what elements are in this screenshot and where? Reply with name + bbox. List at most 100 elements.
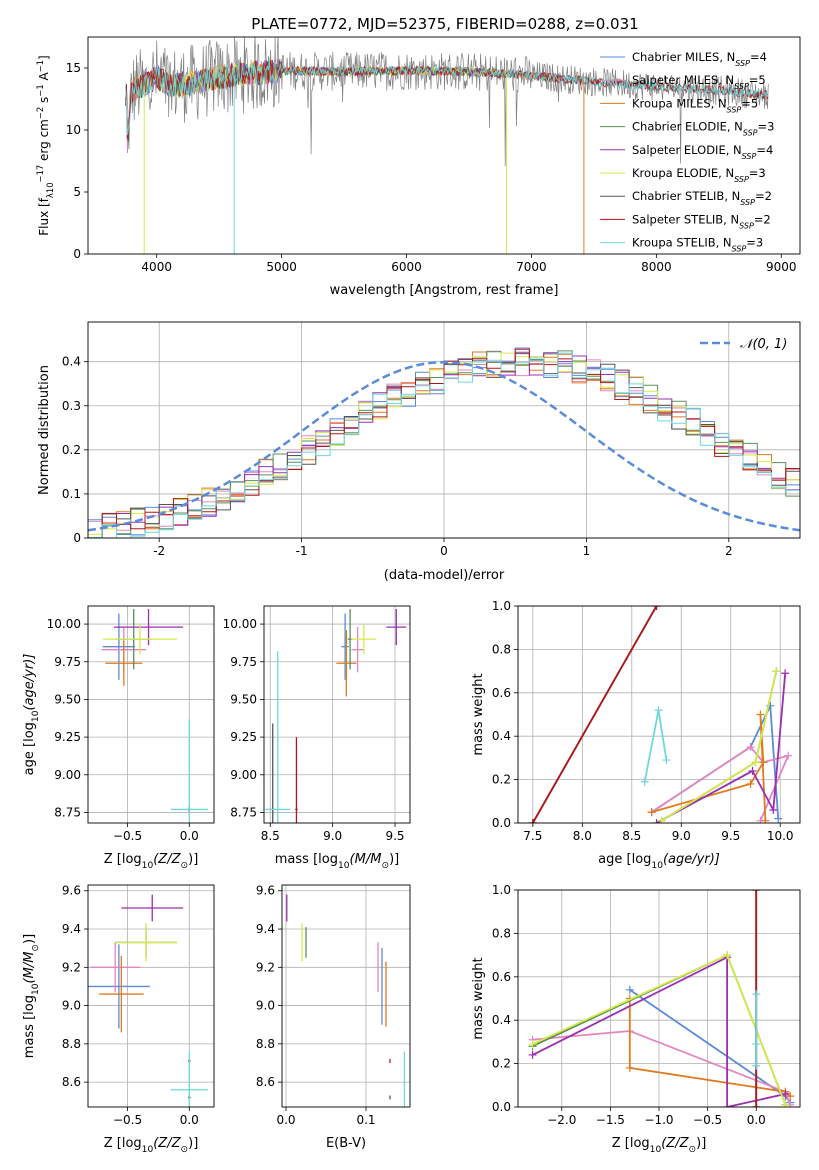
x-tick-label: 9.0 <box>323 829 342 843</box>
weight-line-kroupa-stelib <box>643 710 668 782</box>
weight-marker-kroupa-stelib <box>640 777 649 786</box>
x-tick-label: 0.1 <box>356 1113 375 1127</box>
weight-marker-salpeter-elodie <box>652 819 661 823</box>
y-tick-label: 9.4 <box>62 922 81 936</box>
x-tick-label: 0.0 <box>180 829 199 843</box>
y-tick-label: 0.0 <box>492 1100 511 1114</box>
y-tick-label: 9.00 <box>54 768 81 782</box>
weight-marker-kroupa-miles <box>786 1092 795 1101</box>
weight-marker-kroupa-stelib <box>752 1061 761 1070</box>
spectrum-model-kroupa-stelib <box>125 59 769 135</box>
x-tick-label: −2.0 <box>547 1113 576 1127</box>
weight-marker-chabrier-miles <box>774 814 783 823</box>
y-tick-label: 8.6 <box>62 1075 81 1089</box>
age-vs-Z-xlabel: Z [log10(Z/Z⊙)] <box>104 852 199 871</box>
spectrum-xlabel: wavelength [Angstrom, rest frame] <box>330 283 559 298</box>
axes-mass-weight-vs-age: 7.5 8.0 8.5 9.0 9.5 10.0 0.0 0.2 0.4 0.6 0.8 1.0 <box>492 599 800 843</box>
weight-marker-salpeter-stelib <box>752 1103 761 1107</box>
y-tick-label: 0.2 <box>492 1057 511 1071</box>
x-tick-label: −0.5 <box>693 1113 722 1127</box>
x-tick-label: -2 <box>153 544 165 558</box>
y-tick-label: 9.0 <box>62 999 81 1013</box>
y-tick-label: 9.75 <box>230 655 257 669</box>
weight-line-salpeter-miles <box>532 1030 792 1106</box>
y-tick-label: 0.8 <box>492 926 511 940</box>
plot-frame <box>87 36 801 255</box>
weight-marker-kroupa-miles <box>761 816 770 823</box>
x-tick-label: 7.5 <box>523 829 542 843</box>
legend-label-chabrier-stelib: Chabrier STELIB, NSSP=2 <box>632 189 772 207</box>
weight-marker-kroupa-stelib <box>654 706 663 715</box>
y-tick-label: 9.00 <box>230 768 257 782</box>
weight-marker-chabrier-miles <box>625 985 634 994</box>
histogram-salpeter-stelib <box>88 348 800 538</box>
weight-marker-kroupa-elodie <box>751 758 760 767</box>
mass-vs-Z-xlabel: Z [log10(Z/Z⊙)] <box>104 1136 199 1155</box>
weight-line-kroupa-elodie <box>661 670 778 822</box>
residuals-xlabel: (data-model)/error <box>384 568 505 583</box>
y-tick-label: 1.0 <box>492 599 511 613</box>
y-tick-label: 9.4 <box>256 922 275 936</box>
y-tick-label: 0.2 <box>62 443 81 457</box>
plot-frame <box>87 884 215 1108</box>
y-tick-label: 0.0 <box>492 816 511 830</box>
plot-frame <box>87 605 215 824</box>
legend-label-kroupa-elodie: Kroupa ELODIE, NSSP=3 <box>632 166 766 184</box>
x-tick-label: 0.0 <box>747 1113 766 1127</box>
plot-frame <box>281 884 411 1108</box>
age-vs-Z-ylabel: age [log10(age/yr)] <box>22 654 41 776</box>
x-tick-label: 10.0 <box>767 829 794 843</box>
legend-label-salpeter-stelib: Salpeter STELIB, NSSP=2 <box>632 212 771 230</box>
x-tick-label: 1 <box>583 544 591 558</box>
y-tick-label: 9.6 <box>256 884 275 898</box>
histogram-kroupa-elodie <box>88 352 800 535</box>
y-tick-label: 8.75 <box>230 805 257 819</box>
x-tick-label: 2 <box>725 544 733 558</box>
mass-vs-Z-ylabel: mass [log10(M/M⊙)] <box>22 934 41 1058</box>
weight-marker-salpeter-stelib <box>752 890 761 894</box>
figure-title: PLATE=0772, MJD=52375, FIBERID=0288, z=0… <box>251 15 638 33</box>
axes-spectrum: 4000 5000 6000 7000 8000 9000 0 5 10 15 <box>66 61 797 274</box>
histograms <box>88 347 800 538</box>
series-mass-weight-vs-Z <box>528 890 795 1107</box>
x-tick-label: 0.0 <box>276 1113 295 1127</box>
age-vs-mass-xlabel: mass [log10(M/M⊙)] <box>275 852 399 871</box>
weight-line-chabrier-miles <box>629 989 792 1104</box>
y-tick-label: 0.6 <box>492 686 511 700</box>
y-tick-label: 8.8 <box>256 1037 275 1051</box>
weight-marker-kroupa-elodie <box>772 667 781 676</box>
weight-marker-kroupa-elodie <box>723 951 732 960</box>
x-tick-label: −1.0 <box>644 1113 673 1127</box>
axes-age-vs-Z: −0.5 0.0 8.75 9.00 9.25 9.50 9.75 10.00 <box>47 606 214 843</box>
y-tick-label: 9.75 <box>54 655 81 669</box>
y-tick-label: 9.2 <box>62 960 81 974</box>
x-tick-label: 0 <box>440 544 448 558</box>
legend-label-salpeter-elodie: Salpeter ELODIE, NSSP=4 <box>632 143 773 161</box>
weight-marker-kroupa-stelib <box>752 990 761 999</box>
spectrum-model-salpeter-stelib <box>125 59 769 140</box>
y-tick-label: 9.2 <box>256 960 275 974</box>
weight-line-salpeter-stelib <box>532 606 658 823</box>
axes-residuals: -2 -1 0 1 2 0 0.1 0.2 0.3 0.4 <box>62 322 800 558</box>
axes-age-vs-mass: 8.5 9.0 9.5 8.75 9.00 9.25 9.50 9.75 10.00 <box>223 606 410 843</box>
axes-mass-vs-Z: −0.5 0.0 8.6 8.8 9.0 9.2 9.4 9.6 <box>62 884 214 1127</box>
weight-marker-salpeter-elodie <box>769 805 778 814</box>
y-tick-label: 9.6 <box>62 884 81 898</box>
gaussian-curve <box>88 360 800 532</box>
weight-marker-kroupa-stelib <box>662 756 671 765</box>
axes-mass-vs-ebv: 0.0 0.1 8.6 8.8 9.0 9.2 9.4 9.6 <box>256 884 410 1127</box>
y-tick-label: 1.0 <box>492 883 511 897</box>
legend-label-salpeter-miles: Salpeter MILES, NSSP=5 <box>632 73 766 91</box>
errorbars-mass-vs-ebv <box>286 894 406 1107</box>
x-tick-label: 7000 <box>516 260 547 274</box>
weight-line-kroupa-miles <box>628 998 791 1097</box>
weight-marker-salpeter-stelib <box>652 606 661 610</box>
weight-marker-salpeter-elodie <box>781 669 790 678</box>
x-tick-label: −1.5 <box>596 1113 625 1127</box>
weight-marker-salpeter-elodie <box>748 766 757 775</box>
mass-weight-vs-Z-ylabel: mass weight <box>471 957 486 1039</box>
y-tick-label: 0.4 <box>62 355 81 369</box>
x-tick-label: −0.5 <box>113 1113 142 1127</box>
x-tick-label: 9000 <box>766 260 797 274</box>
